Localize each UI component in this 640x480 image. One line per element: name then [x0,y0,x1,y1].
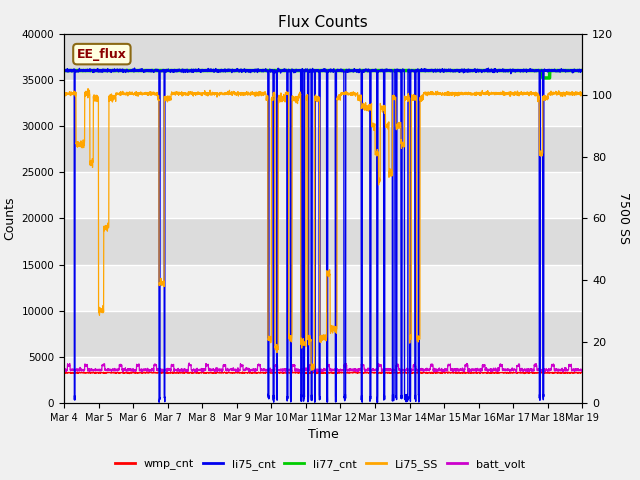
X-axis label: Time: Time [308,429,339,442]
Bar [64,80,582,126]
Text: EE_flux: EE_flux [77,48,127,60]
Bar [64,357,582,403]
Y-axis label: 7500 SS: 7500 SS [617,192,630,244]
Title: Flux Counts: Flux Counts [278,15,368,30]
Y-axis label: Counts: Counts [3,197,16,240]
Legend: wmp_cnt, li75_cnt, li77_cnt, Li75_SS, batt_volt: wmp_cnt, li75_cnt, li77_cnt, Li75_SS, ba… [111,455,529,474]
Bar [64,264,582,311]
Bar [64,172,582,218]
